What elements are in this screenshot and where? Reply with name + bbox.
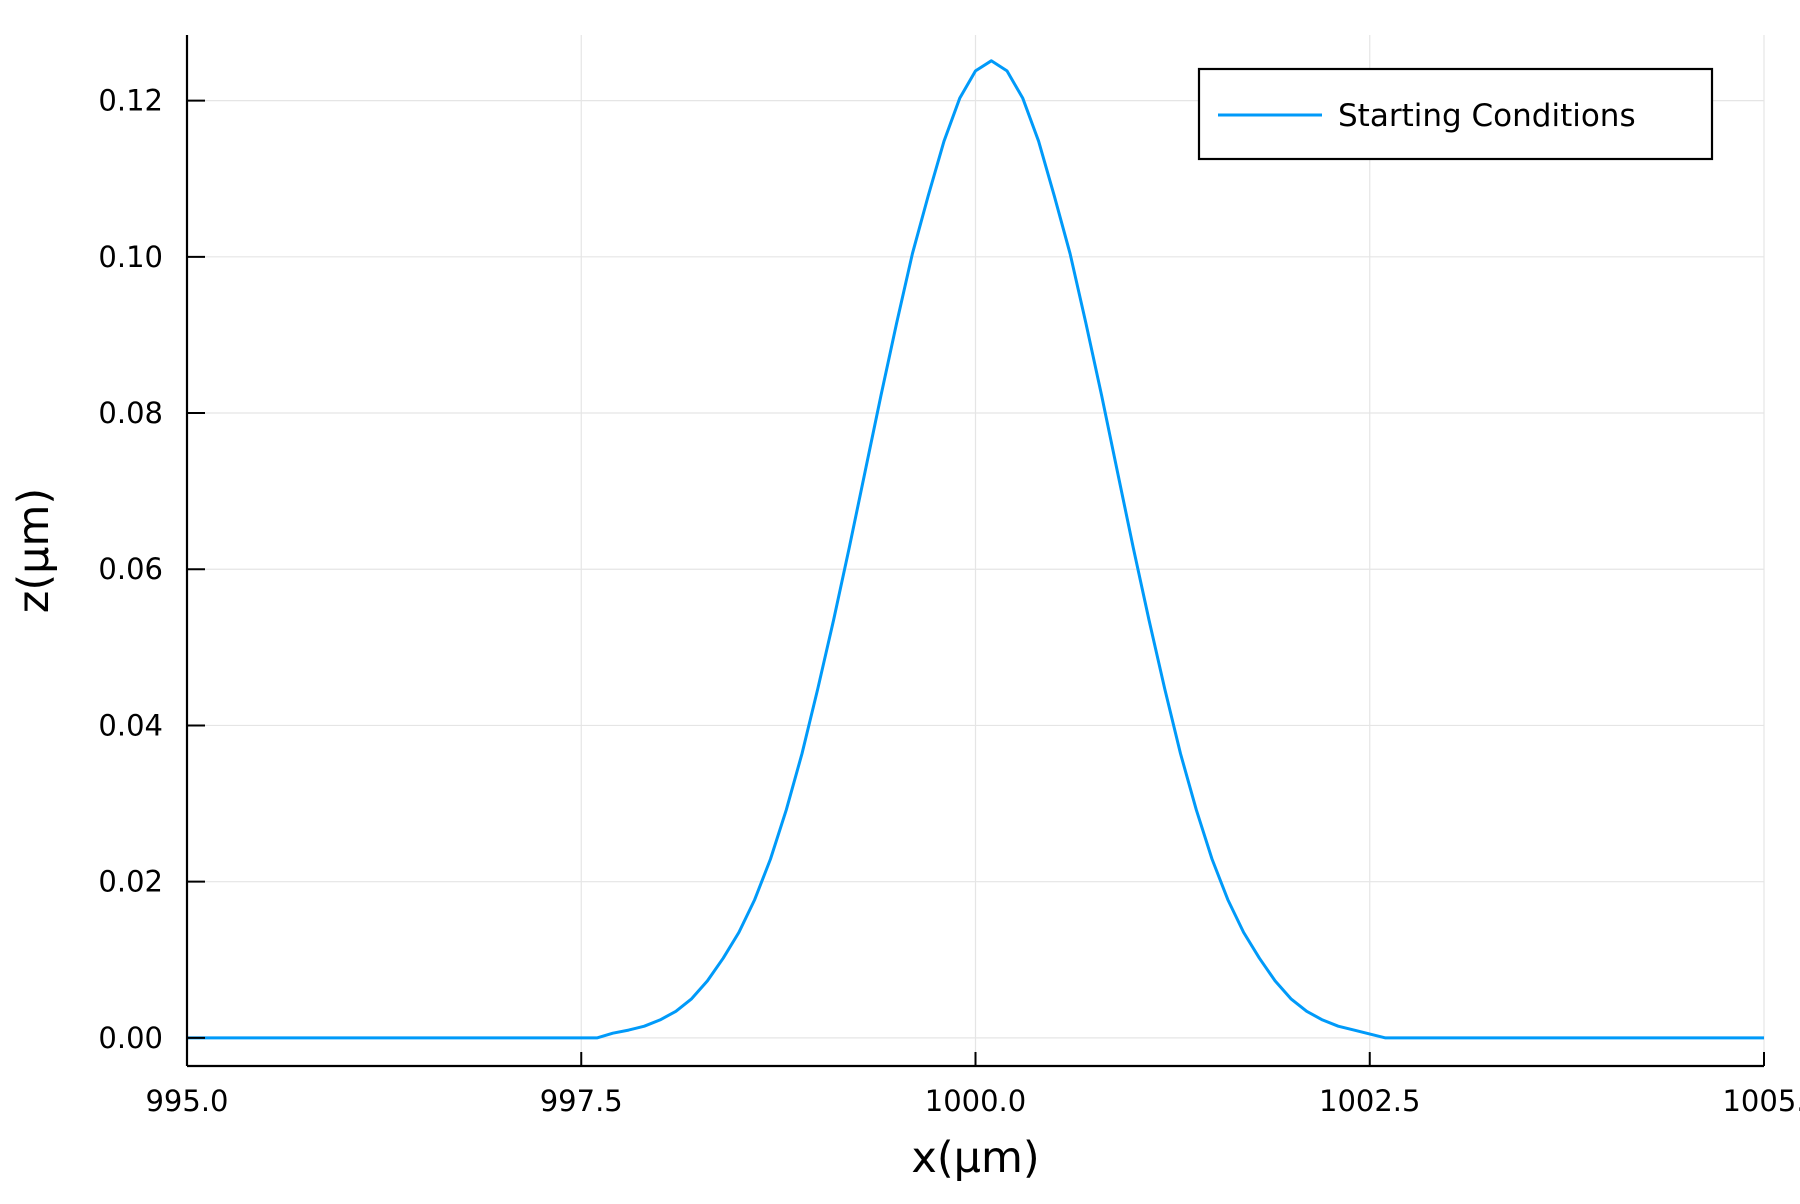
y-tick-label: 0.04: [98, 708, 163, 742]
y-tick-label: 0.08: [98, 396, 163, 430]
x-tick-label: 1005.: [1722, 1084, 1800, 1118]
y-axis-label: z(μm): [9, 488, 59, 613]
y-tick-label: 0.00: [98, 1021, 163, 1055]
series-line: [187, 59, 1764, 1040]
y-tick-label: 0.10: [98, 240, 163, 274]
series-layer: [187, 59, 1764, 1040]
x-tick-label: 995.0: [145, 1084, 228, 1118]
y-tick-label: 0.02: [98, 865, 163, 899]
tick-layer: 995.0 997.5 1000.0 1002.5 1005. 0.00 0.02 0.04 0…: [98, 84, 1800, 1118]
y-tick-label: 0.12: [98, 84, 163, 118]
x-tick-label: 1002.5: [1319, 1084, 1420, 1118]
x-axis-label: x(μm): [911, 1133, 1039, 1183]
y-tick-label: 0.06: [98, 552, 163, 586]
legend-entry-label: Starting Conditions: [1338, 98, 1636, 134]
legend: Starting Conditions: [1197, 67, 1714, 161]
x-tick-label: 1000.0: [925, 1084, 1026, 1118]
x-tick-label: 997.5: [540, 1084, 623, 1118]
